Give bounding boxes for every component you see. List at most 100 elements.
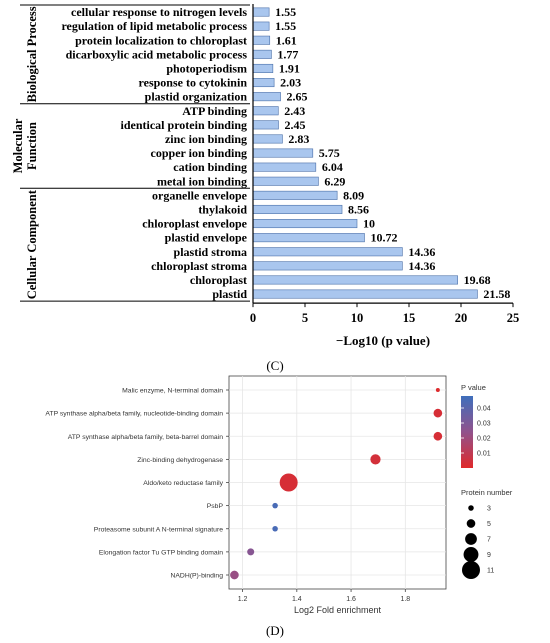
- category-label-plastid-organization: plastid organization: [145, 90, 248, 104]
- y-category-label-proteasome-subunit-a-n-terminal-signature: Proteasome subunit A N-terminal signatur…: [94, 526, 223, 533]
- x-tick-label: 25: [507, 311, 520, 325]
- bar-plastid: [252, 289, 478, 299]
- bar-chloroplast-envelope: [252, 219, 358, 229]
- y-category-label-atp-synthase-alpha-beta-family-nucleotide-binding-domain: ATP synthase alpha/beta family, nucleoti…: [45, 411, 223, 418]
- bar-zinc-ion-binding: [252, 134, 283, 144]
- category-label-zinc-ion-binding: zinc ion binding: [165, 132, 247, 146]
- category-label-photoperiodism: photoperiodism: [166, 61, 247, 75]
- size-legend-circle: [466, 519, 476, 528]
- category-label-copper-ion-binding: copper ion binding: [151, 146, 247, 160]
- x-axis-title: −Log10 (p value): [336, 333, 430, 348]
- value-label-copper-ion-binding: 5.75: [319, 146, 340, 160]
- category-label-chloroplast-stroma: chloroplast stroma: [151, 259, 247, 273]
- bar-response-to-cytokinin: [252, 78, 275, 88]
- color-legend-tick-label: 0.02: [477, 436, 491, 443]
- panel-d-bubble-chart: 1.2 1.4 1.6 1.8 Malic enzyme, N-terminal dom…: [45, 375, 513, 615]
- bubble-malic-enzyme-n-terminal-domain: [435, 388, 440, 392]
- bar-plastid-stroma: [252, 247, 403, 257]
- category-label-organelle-envelope: organelle envelope: [152, 188, 248, 202]
- x-tick-label: 1.2: [238, 596, 248, 603]
- color-legend-tick-label: 0.03: [477, 421, 491, 428]
- size-legend-label: 11: [487, 568, 494, 575]
- group-label-line: Molecular: [11, 118, 25, 173]
- bar-plastid-organization: [252, 92, 281, 102]
- category-label-cellular-response-to-nitrogen-levels: cellular response to nitrogen levels: [71, 5, 247, 19]
- category-label-chloroplast: chloroplast: [190, 273, 247, 287]
- x-tick-label: 5: [302, 311, 308, 325]
- x-tick-label: 1.6: [346, 596, 356, 603]
- value-label-plastid-envelope: 10.72: [370, 231, 397, 245]
- bar-photoperiodism: [252, 63, 274, 73]
- size-legend-circle: [463, 547, 479, 562]
- size-legend-circle: [468, 505, 474, 511]
- y-category-label-psbp: PsbP: [207, 503, 224, 510]
- category-label-identical-protein-binding: identical protein binding: [121, 118, 247, 132]
- x-tick-label: 20: [455, 311, 468, 325]
- value-label-organelle-envelope: 8.09: [343, 188, 364, 202]
- bar-dicarboxylic-acid-metabolic-process: [252, 49, 272, 59]
- value-label-metal-ion-binding: 6.29: [324, 174, 345, 188]
- category-label-response-to-cytokinin: response to cytokinin: [139, 76, 248, 90]
- x-axis-title: Log2 Fold enrichment: [294, 605, 382, 615]
- panel-d-label: (D): [266, 623, 284, 638]
- value-label-plastid: 21.58: [483, 287, 510, 301]
- bar-regulation-of-lipid-metabolic-process: [252, 21, 270, 31]
- group-label-line: Function: [25, 122, 39, 170]
- x-tick-label: 1.4: [292, 596, 302, 603]
- category-label-plastid: plastid: [212, 287, 247, 301]
- x-tick-label: 0: [250, 311, 256, 325]
- category-label-metal-ion-binding: metal ion binding: [157, 174, 247, 188]
- bar-chloroplast-stroma: [252, 261, 403, 271]
- value-label-plastid-organization: 2.65: [287, 90, 308, 104]
- category-label-chloroplast-envelope: chloroplast envelope: [142, 217, 247, 231]
- y-category-label-zinc-binding-dehydrogenase: Zinc-binding dehydrogenase: [137, 457, 223, 464]
- y-category-label-nadh-p-binding: NADH(P)-binding: [170, 573, 223, 580]
- bar-identical-protein-binding: [252, 120, 279, 130]
- color-legend-tick-label: 0.04: [477, 406, 491, 413]
- category-label-regulation-of-lipid-metabolic-process: regulation of lipid metabolic process: [61, 19, 247, 33]
- y-category-label-elongation-factor-tu-gtp-binding-domain: Elongation factor Tu GTP binding domain: [99, 549, 223, 556]
- bubble-atp-synthase-alpha-beta-family-beta-barrel-domain: [433, 431, 443, 441]
- group-label-cellular-component: Cellular Component: [25, 189, 39, 299]
- value-label-chloroplast-stroma: 14.36: [408, 259, 435, 273]
- size-legend-circle: [465, 533, 477, 545]
- group-label-molecular-function: MolecularFunction: [11, 118, 39, 173]
- value-label-plastid-stroma: 14.36: [408, 245, 435, 259]
- y-category-label-atp-synthase-alpha-beta-family-beta-barrel-domain: ATP synthase alpha/beta family, beta-bar…: [68, 434, 223, 441]
- value-label-zinc-ion-binding: 2.83: [288, 132, 309, 146]
- bubble-zinc-binding-dehydrogenase: [370, 454, 381, 465]
- bar-atp-binding: [252, 106, 279, 116]
- panel-c-label: (C): [266, 358, 283, 373]
- x-tick-label: 1.8: [400, 596, 410, 603]
- size-legend-label: 9: [487, 552, 491, 559]
- size-legend-label: 5: [487, 521, 491, 528]
- color-legend-tick-label: 0.01: [477, 451, 491, 458]
- size-legend-label: 3: [487, 506, 491, 513]
- category-label-atp-binding: ATP binding: [182, 104, 247, 118]
- value-label-identical-protein-binding: 2.45: [284, 118, 305, 132]
- bar-cation-binding: [252, 162, 317, 172]
- group-label-biological-process: Biological Process: [25, 6, 39, 102]
- value-label-photoperiodism: 1.91: [279, 61, 300, 75]
- value-label-thylakoid: 8.56: [348, 202, 369, 216]
- bar-plastid-envelope: [252, 233, 365, 243]
- value-label-regulation-of-lipid-metabolic-process: 1.55: [275, 19, 296, 33]
- bar-cellular-response-to-nitrogen-levels: [252, 7, 270, 17]
- bar-copper-ion-binding: [252, 148, 314, 158]
- bubble-psbp: [272, 502, 278, 509]
- category-label-dicarboxylic-acid-metabolic-process: dicarboxylic acid metabolic process: [66, 47, 248, 61]
- x-tick-label: 10: [351, 311, 364, 325]
- bubble-nadh-p-binding: [230, 570, 239, 580]
- value-label-chloroplast: 19.68: [464, 273, 491, 287]
- category-label-plastid-stroma: plastid stroma: [174, 245, 247, 259]
- category-label-protein-localization-to-chloroplast: protein localization to chloroplast: [75, 33, 247, 47]
- bubble-proteasome-subunit-a-n-terminal-signature: [272, 525, 278, 532]
- color-legend-title: P value: [461, 383, 486, 392]
- value-label-protein-localization-to-chloroplast: 1.61: [276, 33, 297, 47]
- value-label-response-to-cytokinin: 2.03: [280, 76, 301, 90]
- size-legend-label: 7: [487, 537, 491, 544]
- value-label-chloroplast-envelope: 10: [363, 217, 375, 231]
- bar-metal-ion-binding: [252, 176, 319, 186]
- bar-thylakoid: [252, 204, 343, 214]
